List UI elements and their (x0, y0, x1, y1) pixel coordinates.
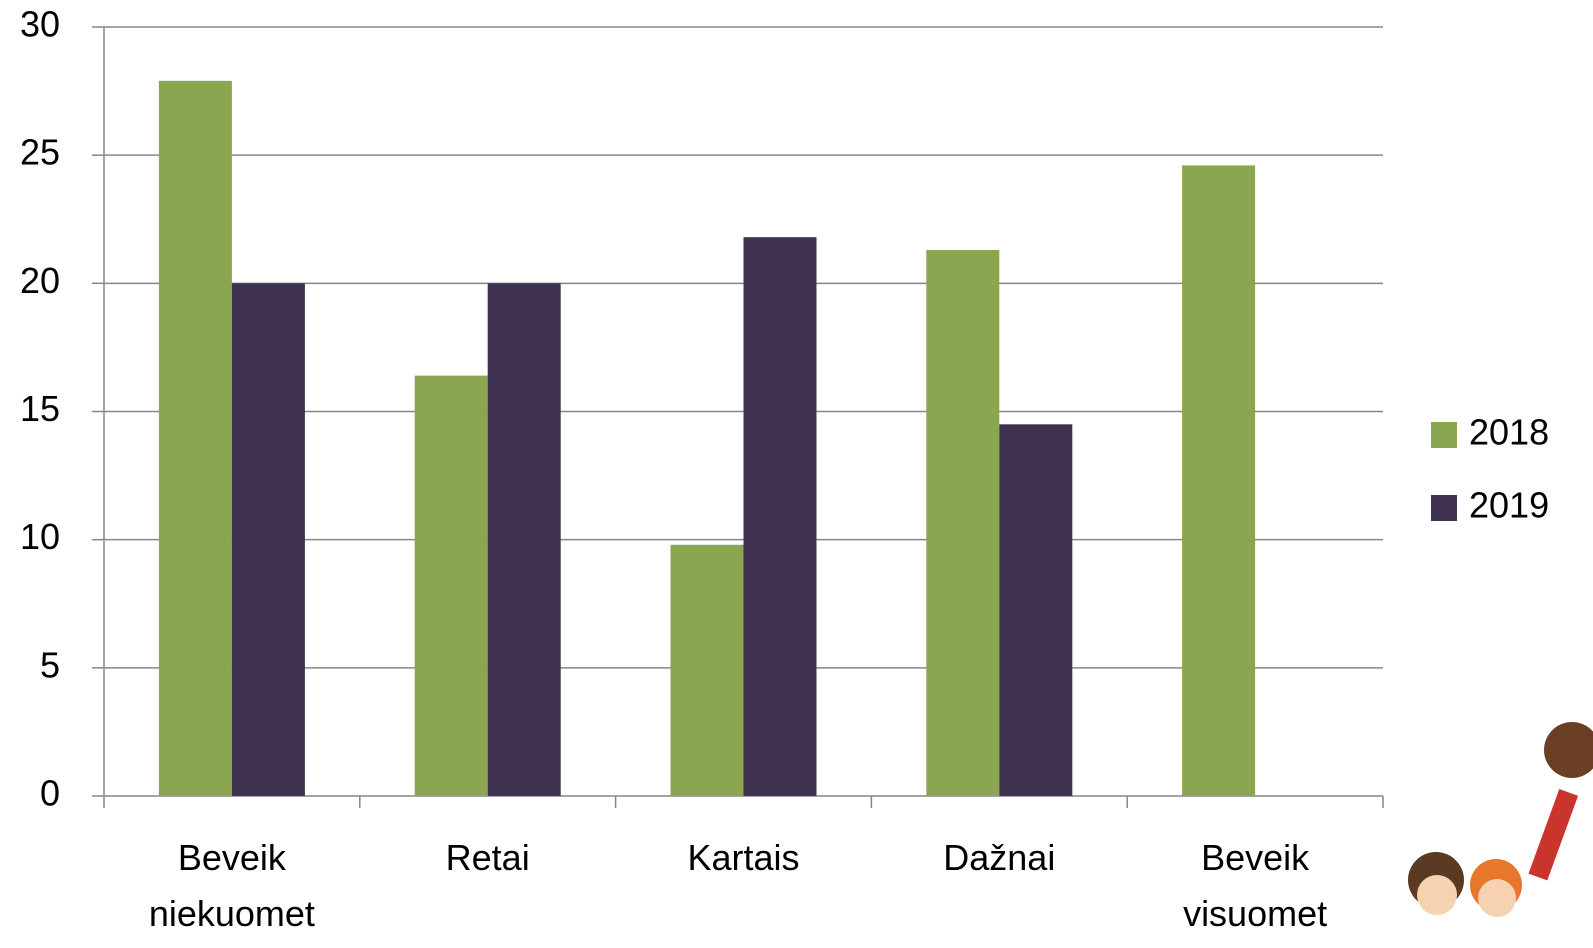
y-tick-label: 25 (20, 132, 60, 173)
x-tick-label: Retai (445, 837, 530, 878)
bar (414, 375, 488, 796)
y-tick-label: 30 (20, 4, 60, 45)
bar (999, 424, 1073, 796)
bar (743, 237, 817, 796)
bar (1182, 165, 1256, 797)
bar (670, 544, 744, 796)
y-tick-label: 20 (20, 260, 60, 301)
y-tick-label: 0 (40, 773, 60, 814)
y-tick-label: 15 (20, 388, 60, 429)
y-tick-label: 10 (20, 516, 60, 557)
x-tick-label: Dažnai (943, 837, 1056, 878)
x-tick-label: Kartais (687, 837, 800, 878)
legend-swatch (1431, 422, 1457, 448)
legend-swatch (1431, 495, 1457, 521)
x-tick-label: Beveik visuomet (1183, 837, 1328, 934)
legend-label: 2018 (1469, 412, 1549, 453)
bar (158, 80, 232, 796)
bar (926, 250, 1000, 796)
legend-label: 2019 (1469, 485, 1549, 526)
illustration (1408, 722, 1593, 917)
bar (487, 283, 561, 796)
y-tick-label: 5 (40, 644, 60, 685)
x-tick-label: Beveik niekuomet (148, 837, 315, 934)
bar (231, 283, 305, 796)
